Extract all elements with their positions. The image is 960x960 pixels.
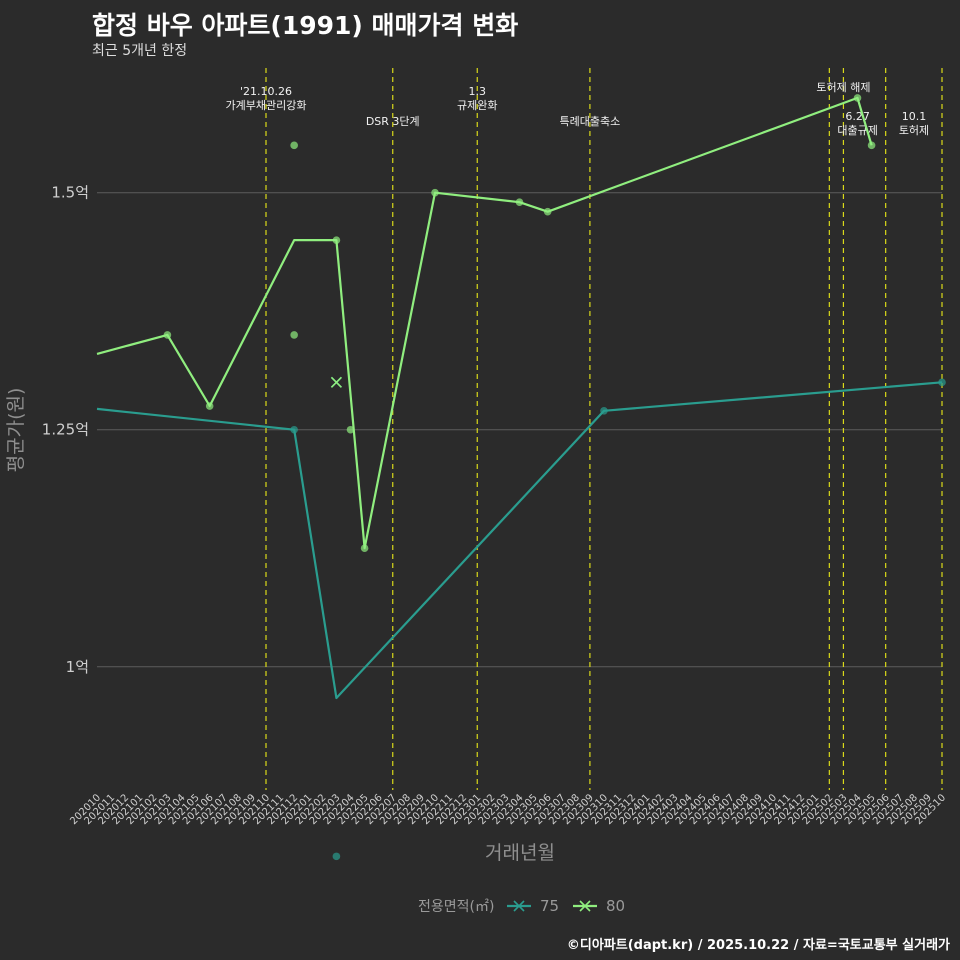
- chart-subtitle: 최근 5개년 한정: [92, 43, 188, 59]
- data-point-80: [867, 141, 876, 150]
- legend: 전용면적(㎡) 75 80: [418, 897, 625, 915]
- event-annotation: 6.27: [845, 110, 870, 123]
- data-point-80: [853, 94, 862, 102]
- chart-title: 합정 바우 아파트(1991) 매매가격 변화: [92, 11, 519, 40]
- event-annotation: 규제완화: [457, 99, 497, 112]
- event-annotation: 10.1: [902, 110, 927, 123]
- data-point-80: [332, 236, 341, 244]
- y-axis-title: 평균가(원): [5, 388, 27, 473]
- data-point-80: [290, 141, 298, 150]
- series-layer: [96, 94, 946, 861]
- legend-key-cross-75: [513, 900, 525, 912]
- source-caption: ©디아파트(dapt.kr) / 2025.10.22 / 자료=국토교통부 실…: [566, 938, 950, 953]
- data-point-80: [360, 544, 369, 553]
- data-point-80: [163, 331, 172, 339]
- legend-label-75: 75: [540, 897, 559, 915]
- y-tick-label: 1.5억: [51, 184, 89, 202]
- event-annotation: 대출규제: [837, 124, 877, 137]
- data-point-80: [543, 207, 552, 216]
- legend-key-cross-80: [579, 900, 591, 912]
- data-point-80: [346, 425, 355, 434]
- data-point-75: [290, 425, 298, 434]
- event-annotation: 가계부채관리강화: [226, 99, 307, 112]
- y-tick-label: 1.25억: [42, 421, 89, 439]
- data-point-75: [600, 406, 608, 415]
- data-point-75: [938, 378, 946, 387]
- event-annotation: 토허제 해제: [816, 80, 870, 94]
- cross-marker-80: [330, 376, 342, 388]
- data-point-80: [290, 331, 298, 339]
- series-line-75: [96, 381, 943, 700]
- axis-ticks: 1억1.25억1.5억20201020201120201220210120210…: [42, 184, 948, 827]
- series-line-80: [96, 96, 873, 550]
- event-annotation: 1.3: [469, 85, 487, 98]
- data-point-80: [515, 198, 524, 207]
- data-point-75: [332, 852, 341, 861]
- event-annotation: 토허제: [899, 124, 929, 137]
- data-point-80: [431, 188, 439, 197]
- x-axis-title: 거래년월: [485, 842, 555, 864]
- data-point-80: [205, 402, 214, 410]
- event-annotation: '21.10.26: [240, 85, 292, 98]
- event-annotation: DSR 3단계: [366, 115, 420, 128]
- grid-lines: [97, 192, 942, 668]
- y-tick-label: 1억: [66, 658, 89, 676]
- event-annotation: 특례대출축소: [560, 115, 621, 128]
- legend-label-80: 80: [606, 897, 625, 915]
- legend-title: 전용면적(㎡): [418, 899, 494, 915]
